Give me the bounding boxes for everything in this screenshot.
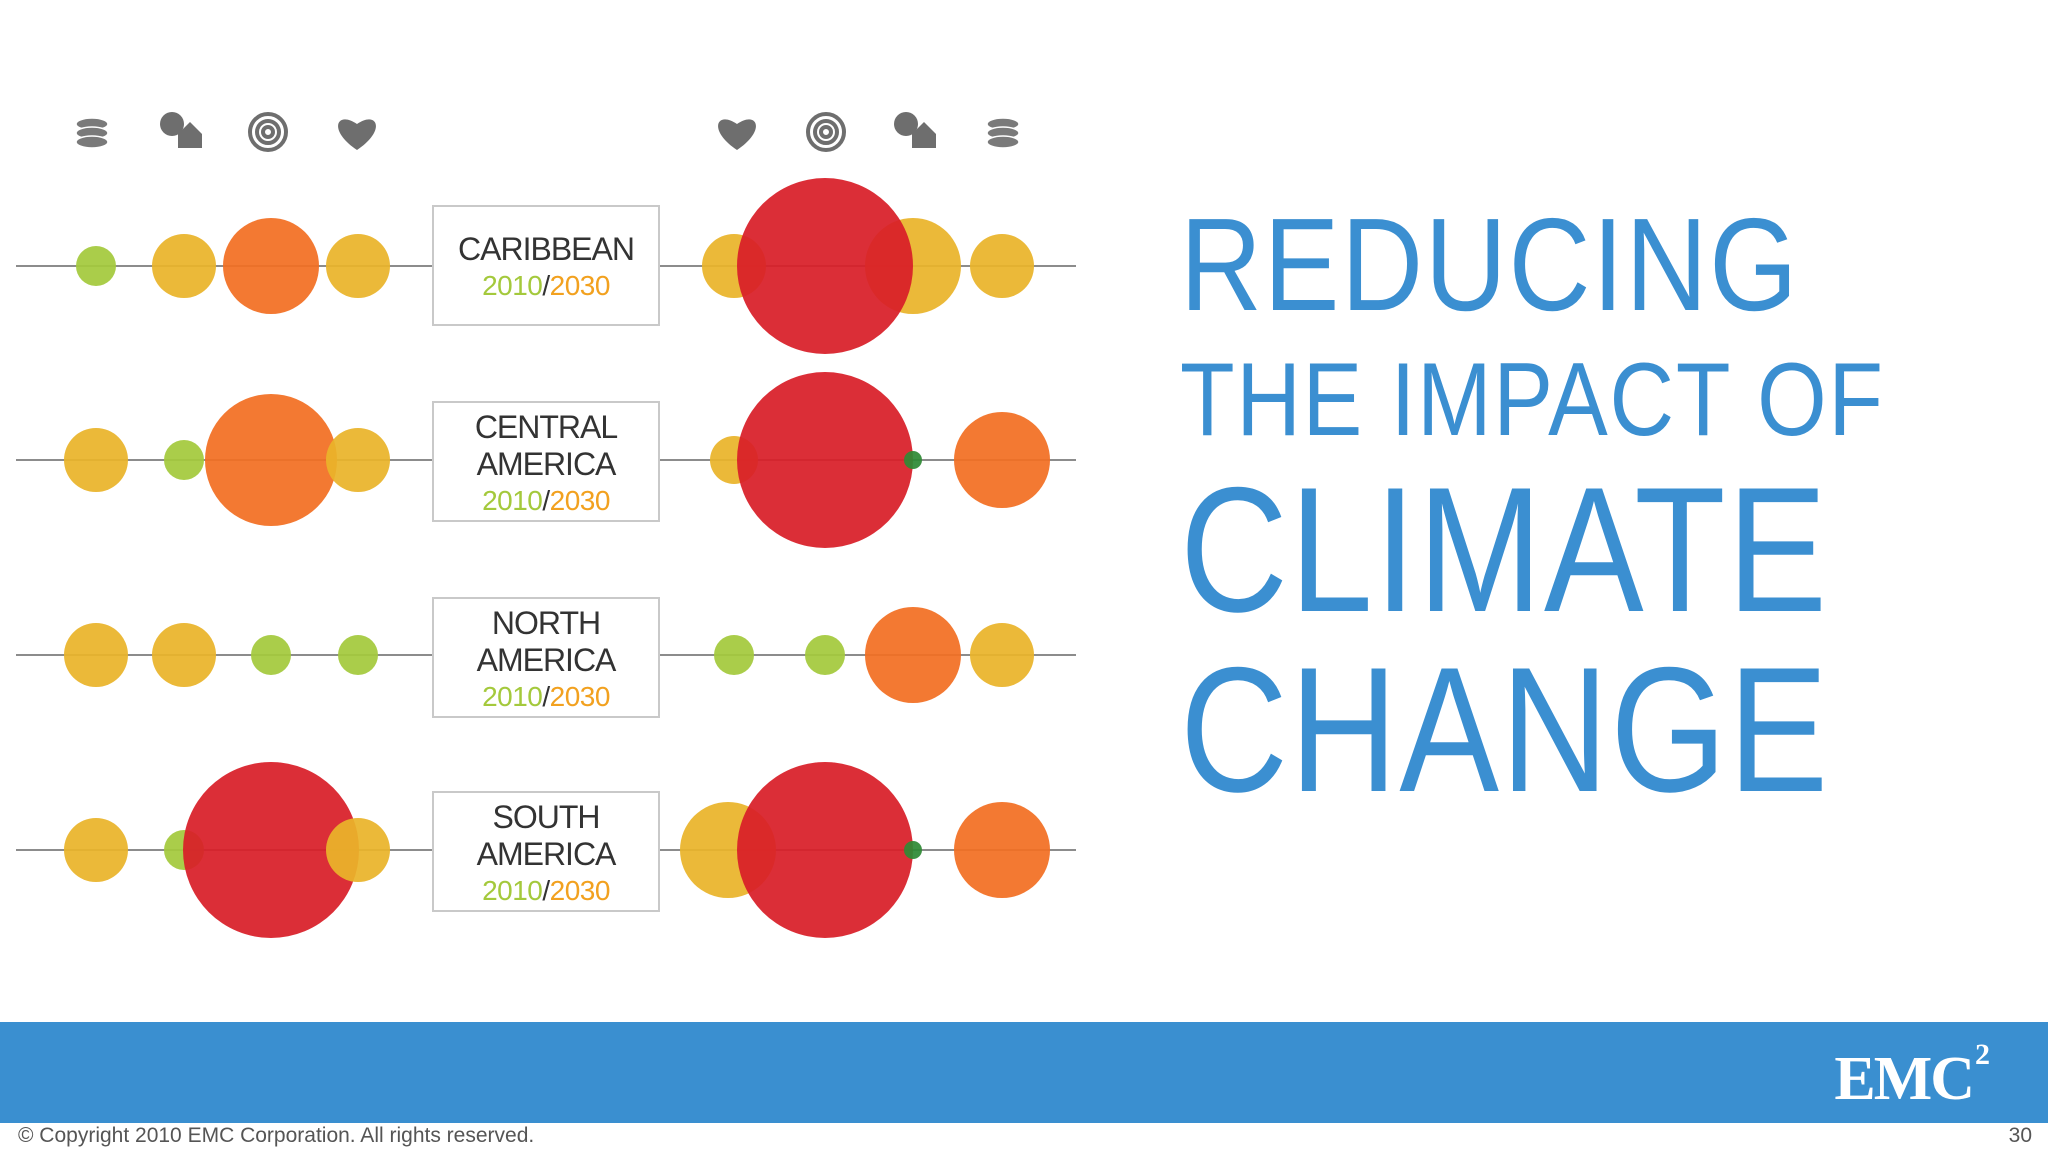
bubble-north_america-right-2	[865, 607, 961, 703]
bubble-north_america-left-1	[152, 623, 216, 687]
bubble-south_america-left-3	[326, 818, 390, 882]
region-label-central-america: CENTRAL AMERICA 2010/2030	[432, 401, 660, 522]
heart-icon	[338, 119, 376, 150]
year-separator: /	[542, 485, 550, 516]
region-years: 2010/2030	[434, 268, 658, 304]
bubble-caribbean-left-0	[76, 246, 116, 286]
bubble-central_america-left-3	[326, 428, 390, 492]
heart-icon	[718, 119, 756, 150]
bubble-central_america-left-0	[64, 428, 128, 492]
bubble-caribbean-left-2	[223, 218, 319, 314]
year-2030: 2030	[549, 875, 611, 906]
coins-icon	[986, 117, 1020, 149]
region-name: CENTRAL AMERICA	[474, 409, 618, 482]
year-2010: 2010	[482, 681, 543, 712]
region-label-south-america: SOUTH AMERICA 2010/2030	[432, 791, 660, 912]
year-2010: 2010	[482, 485, 543, 516]
bubble-north_america-left-2	[251, 635, 291, 675]
bubble-north_america-left-0	[64, 623, 128, 687]
bubble-caribbean-right-3	[970, 234, 1034, 298]
bubble-central_america-right-3	[954, 412, 1050, 508]
title-line-climate: CLIMATE	[1180, 450, 1829, 649]
year-2030: 2030	[549, 681, 611, 712]
page-number: 30	[2008, 1124, 2032, 1147]
region-label-north-america: NORTH AMERICA 2010/2030	[432, 597, 660, 718]
title-line-change: CHANGE	[1180, 630, 1830, 829]
year-separator: /	[542, 270, 550, 301]
region-name: SOUTH AMERICA	[476, 799, 617, 872]
bubble-central_america-left-2	[205, 394, 337, 526]
year-separator: /	[542, 875, 550, 906]
region-name: CARIBBEAN	[458, 231, 635, 267]
spiral-icon	[806, 112, 846, 152]
bubble-chart	[16, 112, 1076, 938]
region-years: 2010/2030	[434, 679, 658, 715]
bubble-north_america-left-3	[338, 635, 378, 675]
bubble-north_america-right-0	[714, 635, 754, 675]
bubble-caribbean-left-1	[152, 234, 216, 298]
tree-house-icon	[894, 112, 936, 148]
bubble-central_america-right-2	[904, 451, 922, 469]
title-line-impact: THE IMPACT OF	[1180, 342, 1885, 458]
bubble-south_america-left-2	[183, 762, 359, 938]
bubble-south_america-right-2	[904, 841, 922, 859]
year-2030: 2030	[549, 270, 611, 301]
region-label-caribbean: CARIBBEAN 2010/2030	[432, 205, 660, 326]
footer-bar: EMC2	[0, 1022, 2048, 1123]
region-name: NORTH AMERICA	[476, 605, 617, 678]
copyright-text: © Copyright 2010 EMC Corporation. All ri…	[18, 1124, 535, 1147]
bubble-south_america-left-0	[64, 818, 128, 882]
tree-house-icon	[160, 112, 202, 148]
year-2010: 2010	[482, 875, 543, 906]
slide-title: REDUCING THE IMPACT OF CLIMATE CHANGE	[1180, 190, 2000, 820]
bubble-caribbean-left-3	[326, 234, 390, 298]
bubble-north_america-right-1	[805, 635, 845, 675]
year-2030: 2030	[549, 485, 611, 516]
spiral-icon	[248, 112, 288, 152]
year-separator: /	[542, 681, 550, 712]
bubble-north_america-right-3	[970, 623, 1034, 687]
bubble-caribbean-right-1	[737, 178, 913, 354]
bubble-central_america-right-1	[737, 372, 913, 548]
bubble-south_america-right-3	[954, 802, 1050, 898]
bubble-central_america-left-1	[164, 440, 204, 480]
logo-superscript: 2	[1975, 1038, 1990, 1071]
year-2010: 2010	[482, 270, 543, 301]
region-years: 2010/2030	[434, 483, 658, 519]
emc-logo: EMC2	[1834, 1038, 1990, 1115]
title-line-reducing: REDUCING	[1180, 191, 1800, 338]
bubble-south_america-right-1	[737, 762, 913, 938]
logo-text: EMC	[1834, 1045, 1975, 1113]
region-years: 2010/2030	[434, 873, 658, 909]
climate-bubble-infographic: CARIBBEAN 2010/2030 CENTRAL AMERICA 2010…	[0, 0, 1100, 960]
coins-icon	[75, 117, 109, 149]
